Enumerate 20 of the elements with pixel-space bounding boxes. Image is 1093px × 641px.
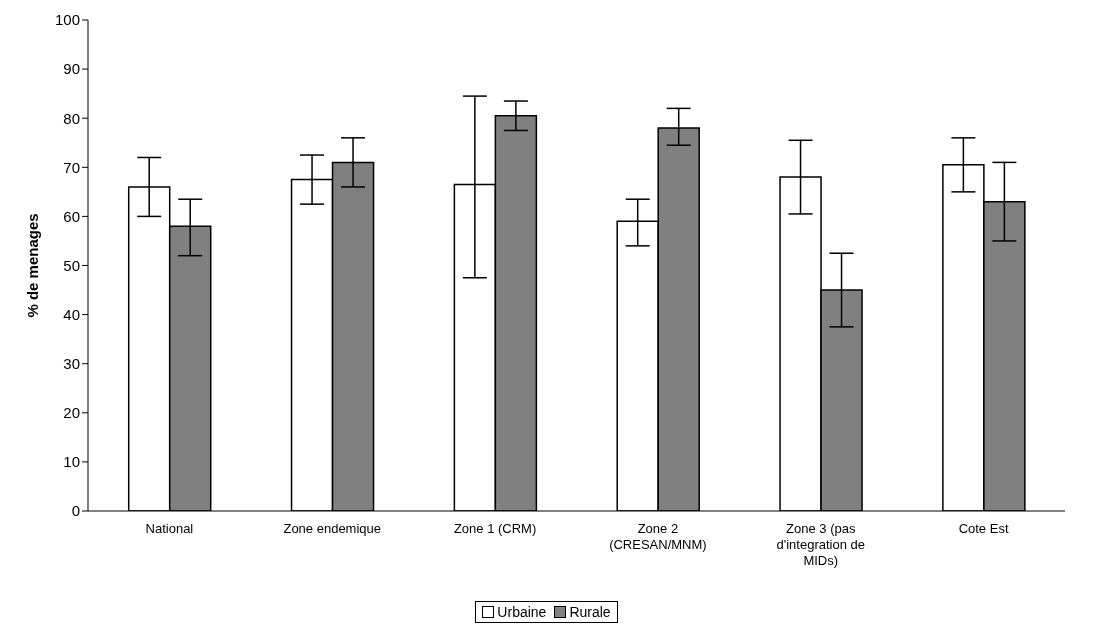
y-tick-label: 20	[63, 404, 80, 422]
y-tick-label: 70	[63, 158, 80, 176]
y-axis-title: % de menages	[24, 213, 42, 318]
y-tick-label: 10	[63, 453, 80, 471]
legend-label: Urbaine	[496, 604, 547, 620]
y-tick-label: 40	[63, 305, 80, 323]
y-tick-label: 0	[71, 502, 80, 520]
legend-label: Rurale	[568, 604, 611, 620]
y-tick-label: 60	[63, 207, 80, 225]
x-tick-label: Zone 3 (pas d'integration de MIDs)	[776, 521, 865, 568]
y-tick-label: 90	[63, 60, 80, 78]
x-tick-label: Cote Est	[958, 521, 1009, 536]
y-tick-label: 50	[63, 256, 80, 274]
y-tick-label: 100	[54, 11, 80, 29]
y-tick-label: 30	[63, 355, 80, 373]
x-tick-label: Zone 2 (CRESAN/MNM)	[609, 521, 707, 552]
y-tick-label: 80	[63, 109, 80, 127]
x-tick-label: Zone 1 (CRM)	[453, 521, 537, 536]
x-tick-label: National	[145, 521, 194, 536]
x-tick-label: Zone endemique	[283, 521, 382, 536]
